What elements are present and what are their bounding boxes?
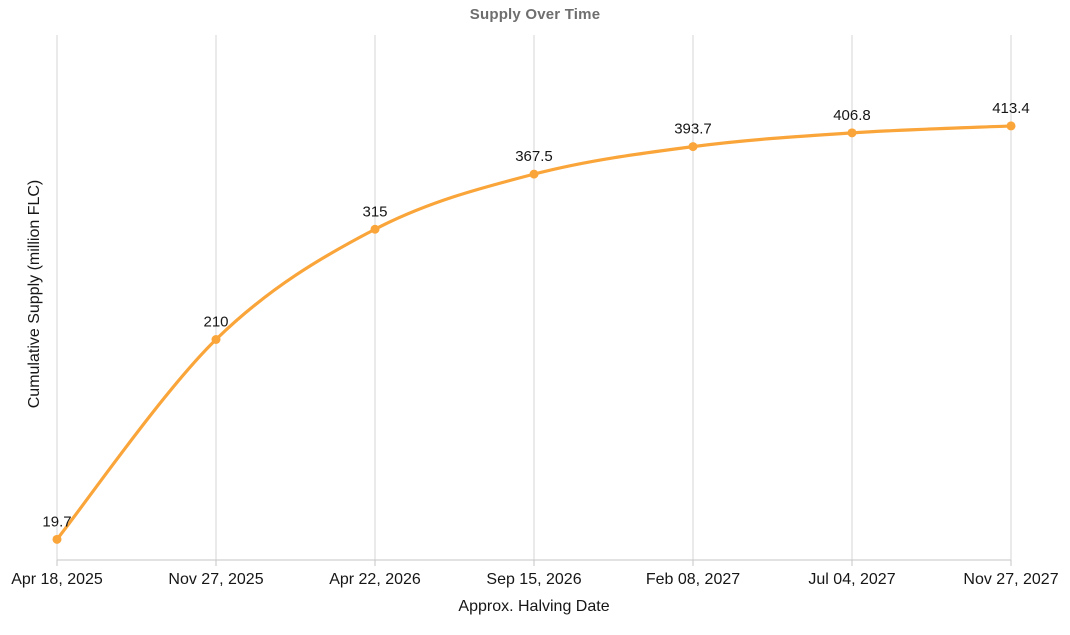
data-point-marker — [688, 142, 698, 152]
data-point-marker — [211, 335, 221, 344]
data-point-marker — [1006, 121, 1016, 131]
chart-title: Supply Over Time — [469, 6, 601, 23]
data-point-marker — [529, 169, 539, 179]
data-point-label: 413.4 — [992, 100, 1030, 117]
x-axis-title: Approx. Halving Date — [458, 598, 610, 615]
x-tick-label: Nov 27, 2025 — [168, 571, 263, 588]
data-point-label: 210 — [203, 314, 228, 331]
data-point-marker — [52, 534, 62, 544]
x-tick-label: Apr 22, 2026 — [329, 571, 421, 588]
data-point-label: 367.5 — [515, 148, 553, 165]
data-point-label: 19.7 — [42, 513, 71, 530]
x-tick-label: Nov 27, 2027 — [963, 571, 1058, 588]
data-point-marker — [370, 224, 380, 234]
data-point-label: 393.7 — [674, 121, 712, 138]
x-tick-label: Jul 04, 2027 — [808, 571, 895, 588]
x-tick-label: Feb 08, 2027 — [646, 571, 740, 588]
data-point-label: 315 — [362, 203, 387, 220]
x-tick-label: Sep 15, 2026 — [486, 571, 581, 588]
data-point-marker — [847, 128, 857, 138]
x-tick-label: Apr 18, 2025 — [11, 571, 103, 588]
data-point-label: 406.8 — [833, 107, 871, 124]
